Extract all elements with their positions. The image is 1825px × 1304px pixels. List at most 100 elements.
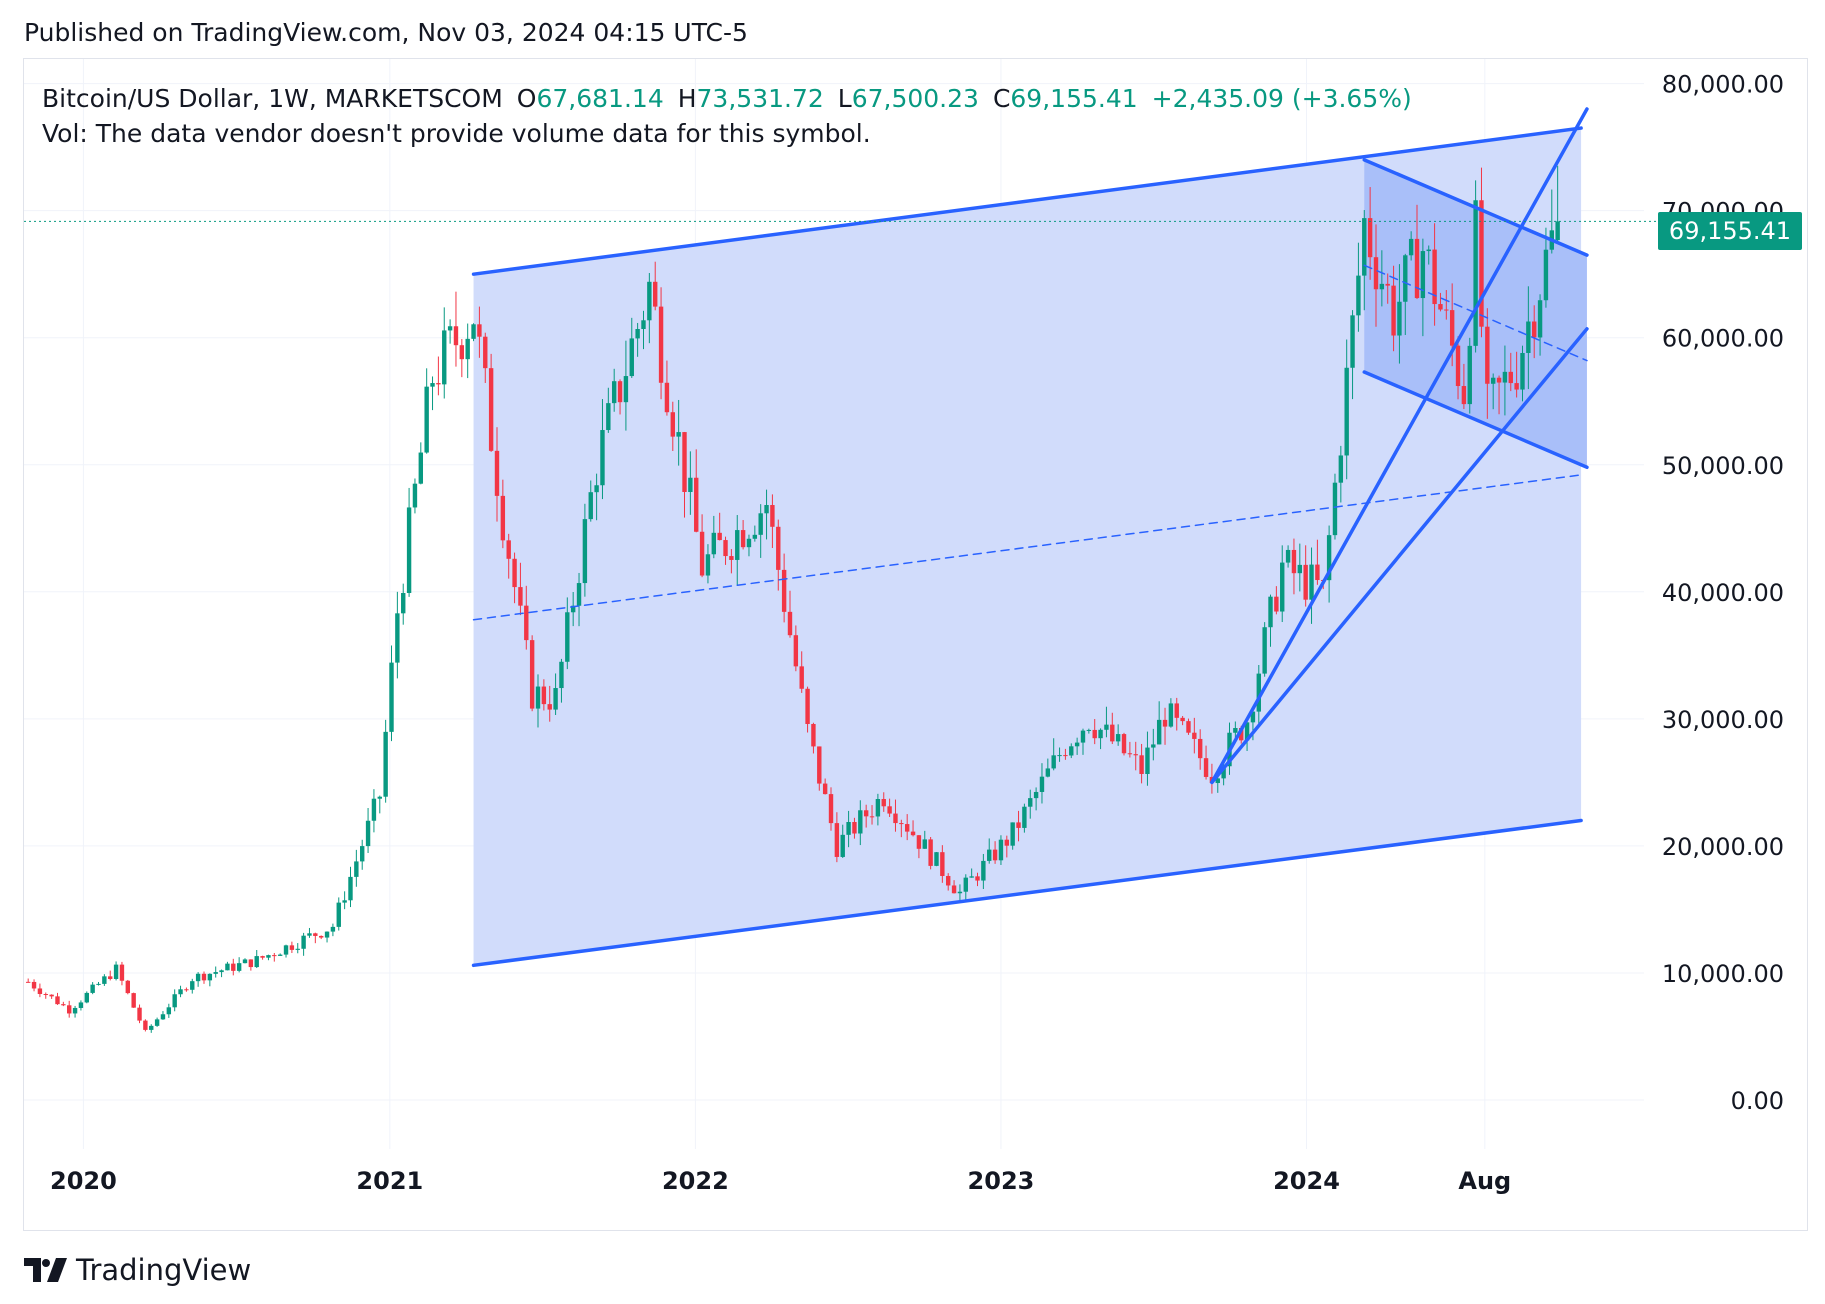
- candle-body: [951, 885, 957, 894]
- high-label: H: [677, 84, 697, 113]
- candle-body: [916, 835, 922, 849]
- candle-body: [1303, 564, 1308, 600]
- candle-body: [389, 662, 394, 732]
- candle-body: [1280, 562, 1285, 612]
- candle-body: [1362, 218, 1367, 276]
- open-label: O: [516, 84, 537, 113]
- candle-body: [55, 996, 60, 1005]
- trend-line-2[interactable]: [1210, 327, 1589, 785]
- candle-body: [90, 984, 95, 993]
- candle-body: [1508, 371, 1513, 384]
- candle-body: [260, 956, 265, 958]
- candle-body: [213, 972, 218, 974]
- candle-body: [1039, 776, 1045, 792]
- y-tick-label: 20,000.00: [1662, 833, 1784, 861]
- candle-body: [236, 963, 242, 971]
- candle-body: [688, 477, 693, 492]
- candle-body: [805, 688, 810, 724]
- candle-body: [1162, 719, 1168, 727]
- candle-body: [565, 612, 570, 662]
- candle-body: [1215, 778, 1220, 784]
- tradingview-logo[interactable]: TradingView: [24, 1252, 251, 1288]
- candle-body: [641, 320, 646, 330]
- candle-body: [313, 933, 318, 936]
- candle-body: [840, 834, 845, 857]
- candle-body: [893, 813, 898, 824]
- candle-body: [682, 432, 687, 492]
- candle-body: [1297, 564, 1303, 574]
- candle-body: [752, 534, 758, 539]
- candle-body: [72, 1007, 78, 1014]
- y-tick-label: 50,000.00: [1662, 452, 1784, 480]
- candle-body: [1110, 724, 1115, 742]
- candle-body: [617, 381, 623, 403]
- big-channel-mid-line[interactable]: [472, 474, 1582, 621]
- candle-body: [348, 876, 353, 901]
- candle-body: [770, 505, 775, 527]
- candle-body: [377, 796, 382, 799]
- candle-body: [1408, 238, 1414, 256]
- candle-body: [1151, 744, 1156, 748]
- candle-body: [705, 554, 711, 576]
- candle-body: [371, 798, 377, 821]
- candle-body: [904, 824, 910, 832]
- candle-body: [453, 326, 459, 346]
- big-channel-fill: [473, 128, 1582, 966]
- candle-body: [582, 519, 588, 584]
- candle-body: [1473, 200, 1478, 346]
- candle-body: [195, 973, 201, 982]
- big-channel-top-line[interactable]: [471, 126, 1583, 276]
- candle-body: [219, 970, 224, 973]
- candle-body: [1045, 768, 1051, 777]
- candle-body: [225, 963, 230, 971]
- price-chart[interactable]: 0.00 10,000.00 20,000.00 30,000.00 40,000.00…: [24, 59, 1809, 1232]
- candle-body: [43, 994, 48, 996]
- y-tick-label: 60,000.00: [1662, 325, 1784, 353]
- tradingview-logo-text: TradingView: [76, 1253, 252, 1287]
- falling-channel-bottom-line[interactable]: [1362, 370, 1589, 470]
- candle-body: [547, 704, 552, 710]
- candle-body: [1121, 734, 1127, 754]
- candle-body: [1350, 315, 1355, 368]
- open-value: 67,681.14: [536, 84, 664, 113]
- candle-body: [670, 412, 675, 437]
- candle-body: [764, 505, 769, 514]
- candle-body: [307, 933, 312, 936]
- candle-body: [272, 955, 277, 957]
- candles: [25, 165, 1560, 1033]
- candle-body: [998, 839, 1004, 861]
- candle-body: [119, 964, 125, 981]
- candle-body: [207, 973, 213, 981]
- candle-body: [887, 806, 892, 814]
- candle-body: [1033, 791, 1039, 799]
- falling-channel-mid-line[interactable]: [1363, 264, 1588, 362]
- candle-body: [1444, 309, 1449, 311]
- candle-body: [647, 281, 652, 321]
- candle-body: [488, 368, 494, 451]
- candle-body: [401, 592, 406, 614]
- candle-body: [1244, 722, 1250, 741]
- candle-body: [1086, 729, 1092, 731]
- candle-body: [1514, 383, 1519, 390]
- candle-body: [1520, 352, 1525, 390]
- candle-body: [465, 338, 470, 360]
- candle-body: [1356, 275, 1361, 316]
- candle-body: [1485, 326, 1490, 384]
- candle-body: [383, 731, 388, 797]
- candle-body: [992, 849, 998, 861]
- chart-frame[interactable]: 0.00 10,000.00 20,000.00 30,000.00 40,000.00…: [23, 58, 1808, 1231]
- candle-body: [1526, 321, 1531, 353]
- low-label: L: [837, 84, 852, 113]
- candle-body: [37, 988, 43, 995]
- candle-body: [946, 875, 951, 886]
- candle-body: [781, 569, 787, 612]
- candle-body: [1239, 728, 1244, 741]
- y-tick-label: 40,000.00: [1662, 579, 1784, 607]
- big-channel-bottom-line[interactable]: [471, 818, 1583, 968]
- candle-body: [160, 1014, 166, 1020]
- candle-body: [113, 964, 119, 979]
- candle-body: [1555, 221, 1560, 241]
- candle-body: [447, 326, 453, 331]
- falling-channel-top-line[interactable]: [1362, 158, 1589, 257]
- candle-body: [412, 483, 418, 508]
